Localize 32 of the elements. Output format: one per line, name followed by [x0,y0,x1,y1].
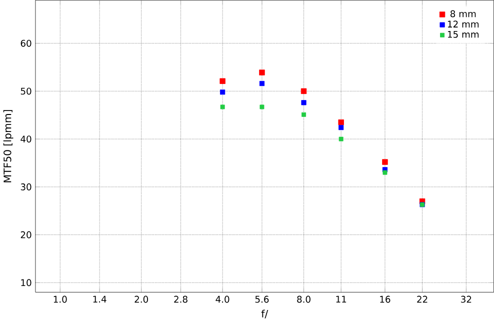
point [259,70,265,76]
point [302,112,306,117]
x-tick-label: 5.6 [255,296,269,303]
x-tick-label: 8.0 [297,296,310,303]
y-axis-title: MTF50 [lpmm] [3,110,14,182]
legend-label: 15 mm [448,31,479,38]
y-tick-label: 10 [21,279,32,286]
x-tick-label: 32 [461,296,472,303]
point [220,78,226,84]
x-tick-label: 11 [336,296,346,303]
legend-label: 8 mm [450,10,476,18]
point [301,100,306,106]
x-tick-label: 1.0 [54,296,67,303]
x-tick-label: 16 [380,296,390,303]
point [259,81,265,86]
point [260,104,264,110]
x-tick-label: 2.8 [174,296,188,303]
legend-label: 12 mm [448,20,479,28]
point [300,88,307,94]
x-tick-label: 22 [417,296,428,303]
point [220,90,226,95]
point [338,125,344,130]
y-tick-label: 60 [20,40,32,47]
x-tick-label: 4.0 [216,296,230,303]
y-tick-label: 30 [20,184,32,190]
y-tick-label: 40 [20,136,32,143]
point [220,104,225,110]
x-tick-label: 2.0 [134,296,148,303]
y-tick-label: 50 [20,88,32,95]
x-axis-title: f/ [261,310,268,318]
x-tick-label: 1.4 [93,296,106,303]
y-tick-label: 20 [20,231,32,238]
